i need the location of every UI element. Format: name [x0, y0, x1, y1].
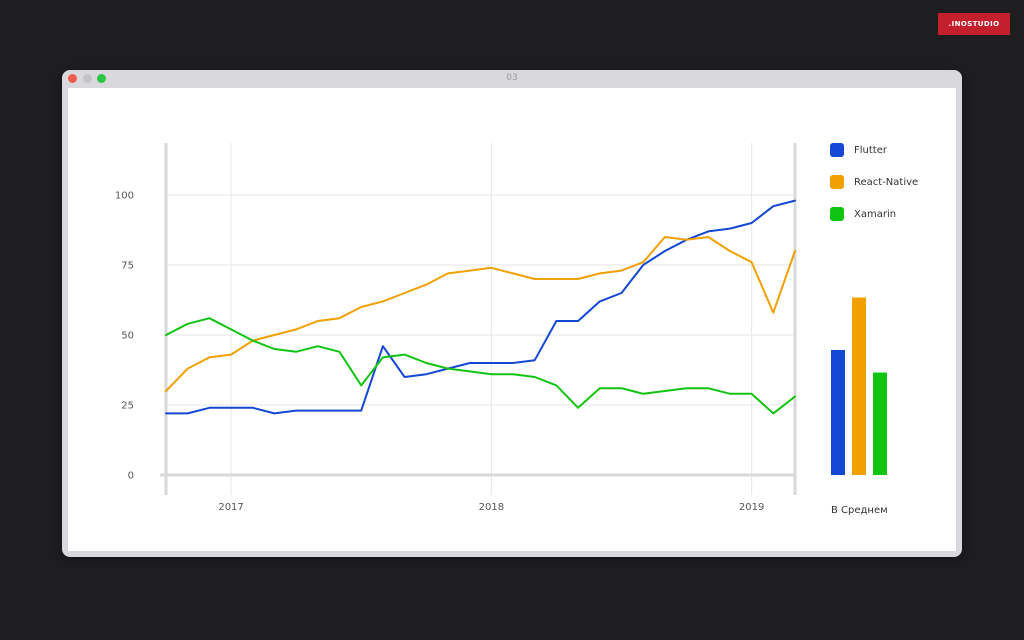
window-titlebar: 03	[62, 70, 962, 88]
average-bar-react-native	[852, 297, 866, 475]
legend-swatch	[830, 207, 844, 221]
legend-item-xamarin[interactable]: Xamarin	[830, 206, 918, 222]
series-line-react-native	[165, 236, 796, 392]
y-tick-label: 100	[115, 191, 134, 202]
legend-label: Flutter	[854, 144, 887, 156]
y-tick-label: 75	[121, 261, 134, 272]
legend-swatch	[830, 175, 844, 189]
close-window-button[interactable]	[68, 74, 77, 83]
x-tick-label: 2017	[218, 502, 243, 513]
chart-legend: Flutter React-Native Xamarin	[830, 142, 918, 238]
window-title: 03	[506, 73, 518, 83]
app-window: 03 2017 2018 2019 0 25 50 75 100 В Среднем Flutt…	[62, 70, 962, 557]
legend-label: Xamarin	[854, 208, 897, 220]
legend-swatch	[830, 143, 844, 157]
y-tick-label: 0	[128, 471, 134, 482]
y-tick-label: 25	[121, 401, 134, 412]
legend-item-react-native[interactable]: React-Native	[830, 174, 918, 190]
legend-item-flutter[interactable]: Flutter	[830, 142, 918, 158]
average-bar-flutter	[831, 350, 845, 475]
y-tick-label: 50	[121, 331, 134, 342]
chart-panel: 2017 2018 2019 0 25 50 75 100 В Среднем Flutter …	[68, 88, 956, 551]
x-tick-label: 2019	[739, 502, 764, 513]
legend-label: React-Native	[854, 176, 919, 188]
x-tick-label: 2018	[479, 502, 504, 513]
maximize-window-button[interactable]	[97, 74, 106, 83]
brand-logo: .INOSTUDIO	[938, 13, 1010, 35]
minimize-window-button[interactable]	[83, 74, 92, 83]
series-line-xamarin	[165, 317, 796, 415]
average-bar-xamarin	[873, 372, 887, 475]
average-label: В Среднем	[831, 505, 888, 516]
series-line-flutter	[165, 199, 796, 415]
chart: 2017 2018 2019 0 25 50 75 100 В Среднем	[115, 143, 888, 516]
